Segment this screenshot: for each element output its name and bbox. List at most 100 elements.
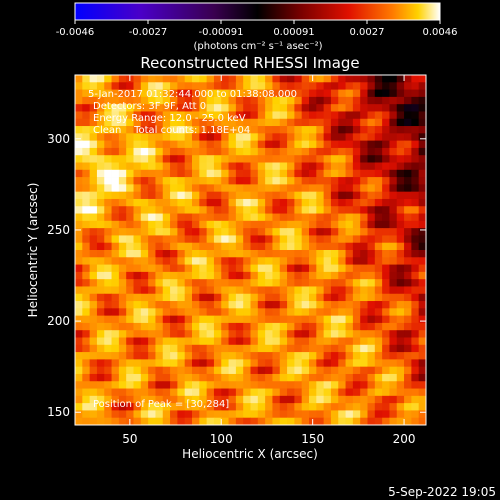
heatmap-cell bbox=[323, 133, 332, 142]
heatmap-cell bbox=[148, 344, 156, 353]
heatmap-cell bbox=[367, 308, 376, 317]
heatmap-cell bbox=[140, 96, 149, 105]
heatmap-cell bbox=[118, 403, 127, 411]
heatmap-cell bbox=[257, 264, 266, 273]
heatmap-cell bbox=[396, 228, 405, 236]
heatmap-cell bbox=[345, 96, 354, 105]
heatmap-cell bbox=[177, 359, 186, 368]
heatmap-cell bbox=[75, 162, 83, 171]
heatmap-cell bbox=[133, 250, 142, 258]
heatmap-cell bbox=[404, 359, 412, 368]
heatmap-cell bbox=[257, 133, 266, 142]
heatmap-cell bbox=[228, 206, 237, 214]
heatmap-cell bbox=[184, 198, 193, 207]
heatmap-cell bbox=[382, 228, 390, 236]
heatmap-cell bbox=[199, 264, 208, 273]
heatmap-cell bbox=[243, 191, 251, 200]
heatmap-cell bbox=[75, 359, 83, 368]
heatmap-cell bbox=[316, 82, 325, 90]
heatmap-cell bbox=[404, 198, 412, 207]
heatmap-cell bbox=[250, 140, 259, 149]
heatmap-cell bbox=[162, 395, 171, 404]
heatmap-cell bbox=[162, 381, 171, 389]
heatmap-cell bbox=[148, 403, 156, 411]
heatmap-cell bbox=[199, 381, 208, 389]
heatmap-cell bbox=[213, 111, 222, 120]
heatmap-cell bbox=[250, 403, 259, 411]
heatmap-cell bbox=[75, 337, 83, 346]
heatmap-cell bbox=[82, 279, 91, 287]
heatmap-cell bbox=[89, 191, 98, 200]
heatmap-cell bbox=[316, 147, 325, 156]
heatmap-cell bbox=[338, 191, 346, 200]
heatmap-cell bbox=[192, 359, 200, 368]
heatmap-cell bbox=[265, 250, 273, 258]
heatmap-cell bbox=[374, 366, 383, 375]
heatmap-cell bbox=[89, 177, 98, 185]
heatmap-cell bbox=[330, 147, 339, 156]
heatmap-cell bbox=[338, 111, 346, 120]
heatmap-cell bbox=[418, 293, 427, 302]
heatmap-cell bbox=[374, 133, 383, 142]
heatmap-cell bbox=[75, 169, 83, 178]
heatmap-cell bbox=[272, 264, 281, 273]
heatmap-cell bbox=[213, 315, 222, 324]
heatmap-cell bbox=[228, 315, 237, 324]
heatmap-cell bbox=[192, 301, 200, 309]
heatmap-cell bbox=[411, 162, 420, 171]
heatmap-cell bbox=[338, 89, 346, 98]
heatmap-cell bbox=[404, 147, 412, 156]
heatmap-cell bbox=[411, 228, 420, 236]
heatmap-cell bbox=[265, 271, 273, 280]
heatmap-cell bbox=[213, 301, 222, 309]
heatmap-cell bbox=[155, 417, 164, 426]
heatmap-cell bbox=[360, 169, 368, 178]
heatmap-cell bbox=[316, 104, 325, 112]
heatmap-cell bbox=[206, 301, 215, 309]
heatmap-cell bbox=[411, 250, 420, 258]
heatmap-cell bbox=[118, 228, 127, 236]
heatmap-cell bbox=[411, 96, 420, 105]
heatmap-cell bbox=[162, 330, 171, 338]
heatmap-cell bbox=[206, 147, 215, 156]
heatmap-cell bbox=[265, 381, 273, 389]
heatmap-cell bbox=[89, 308, 98, 317]
heatmap-cell bbox=[418, 271, 427, 280]
heatmap-cell bbox=[199, 373, 208, 382]
heatmap-cell bbox=[177, 293, 186, 302]
heatmap-cell bbox=[294, 322, 303, 331]
heatmap-cell bbox=[382, 82, 390, 90]
heatmap-cell bbox=[235, 82, 244, 90]
heatmap-cell bbox=[118, 96, 127, 105]
heatmap-cell bbox=[294, 388, 303, 397]
heatmap-cell bbox=[104, 257, 112, 265]
heatmap-cell bbox=[257, 206, 266, 214]
heatmap-cell bbox=[96, 220, 105, 229]
heatmap-cell bbox=[111, 235, 120, 244]
heatmap-cell bbox=[330, 352, 339, 360]
heatmap-cell bbox=[338, 352, 346, 360]
heatmap-cell bbox=[192, 82, 200, 90]
heatmap-cell bbox=[75, 286, 83, 295]
heatmap-cell bbox=[118, 140, 127, 149]
heatmap-cell bbox=[104, 344, 112, 353]
heatmap-cell bbox=[352, 271, 361, 280]
heatmap-cell bbox=[184, 417, 193, 426]
heatmap-cell bbox=[243, 417, 251, 426]
heatmap-cell bbox=[96, 126, 105, 134]
heatmap-cell bbox=[265, 388, 273, 397]
heatmap-cell bbox=[221, 147, 229, 156]
heatmap-cell bbox=[206, 279, 215, 287]
heatmap-cell bbox=[404, 184, 412, 193]
heatmap-cell bbox=[162, 126, 171, 134]
heatmap-cell bbox=[323, 228, 332, 236]
heatmap-cell bbox=[374, 257, 383, 265]
heatmap-cell bbox=[104, 89, 112, 98]
heatmap-cell bbox=[206, 337, 215, 346]
heatmap-cell bbox=[228, 184, 237, 193]
heatmap-cell bbox=[374, 279, 383, 287]
heatmap-cell bbox=[411, 337, 420, 346]
heatmap-cell bbox=[162, 155, 171, 163]
heatmap-cell bbox=[118, 410, 127, 419]
heatmap-cell bbox=[199, 301, 208, 309]
